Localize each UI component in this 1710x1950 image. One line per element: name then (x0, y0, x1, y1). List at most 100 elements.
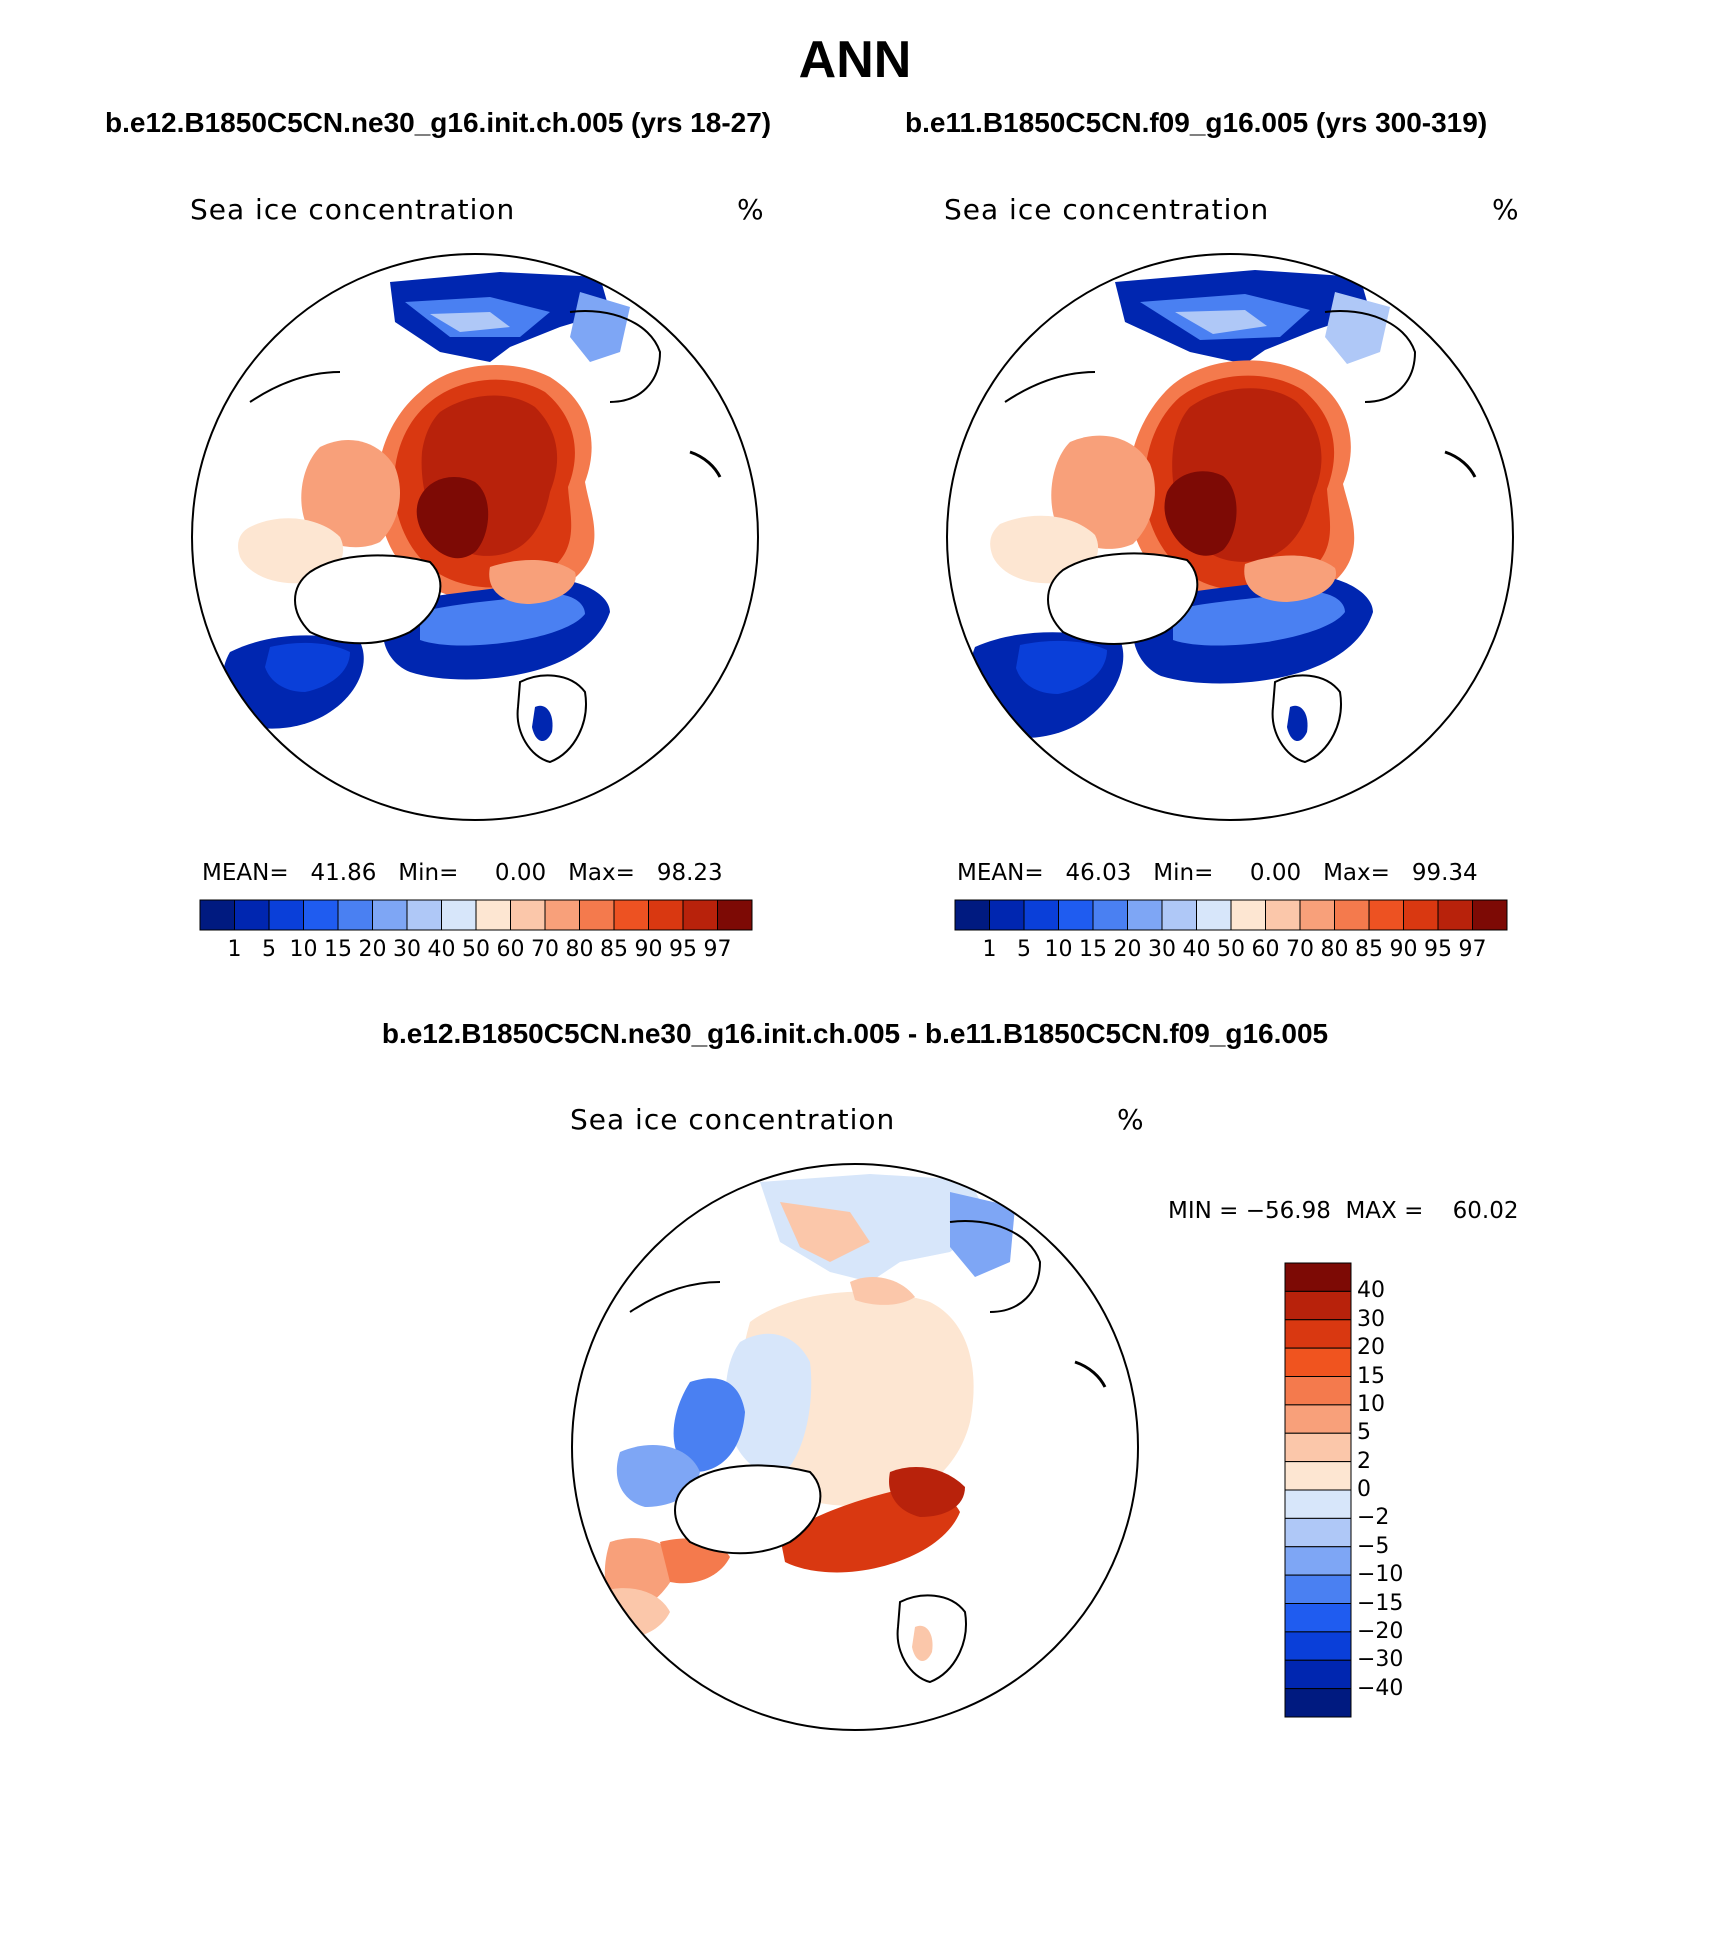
diff-colorbar-tick-label: −2 (1357, 1505, 1390, 1531)
panel2-stats: MEAN= 46.03 Min= 0.00 Max= 99.34 (957, 860, 1478, 886)
diff-colorbar-swatch (1284, 1347, 1352, 1377)
panel1-colorbar-swatch (579, 899, 615, 931)
diff-colorbar-tick-label: −20 (1357, 1618, 1404, 1644)
panel2-colorbar-swatch (989, 899, 1025, 931)
panel2-colorbar-swatch (1368, 899, 1404, 931)
panel1-colorbar-tick-label: 90 (634, 937, 663, 962)
diff-colorbar-swatch (1284, 1631, 1352, 1661)
panel2-colorbar-swatch (1230, 899, 1266, 931)
diff-colorbar-tick-label: −5 (1357, 1533, 1390, 1559)
diff-colorbar-swatch (1284, 1376, 1352, 1406)
diff-colorbar-swatch (1284, 1659, 1352, 1690)
panel2-colorbar-tick-label: 60 (1251, 937, 1280, 962)
diff-colorbar-swatch (1284, 1603, 1352, 1633)
panel1-colorbar-swatch (337, 899, 373, 931)
panel1-colorbar-tick-label: 97 (703, 937, 732, 962)
panel2-colorbar-tick-label: 85 (1355, 937, 1383, 962)
panel1-colorbar-tick-label: 15 (324, 937, 352, 962)
diff-colorbar-swatch (1284, 1432, 1352, 1463)
panel1-colorbar-swatch (406, 899, 442, 931)
panel1-colorbar-swatch (682, 899, 718, 931)
panel2-colorbar-tick-label: 30 (1148, 937, 1176, 962)
panel1-colorbar-swatch (441, 899, 477, 931)
panel1-colorbar-swatch (303, 899, 339, 931)
panel2-colorbar-swatch (1023, 899, 1059, 931)
panel2-colorbar-swatch (1196, 899, 1232, 931)
panel1-colorbar-swatch (234, 899, 270, 931)
diff-colorbar-tick-label: 10 (1357, 1391, 1385, 1417)
panel1-colorbar-tick-label: 70 (531, 937, 559, 962)
diff-colorbar-tick-label: 15 (1357, 1363, 1385, 1389)
panel2-colorbar-swatch (1437, 899, 1473, 931)
diff-polar-map (571, 1163, 1139, 1731)
diff-minmax: MIN = −56.98 MAX = 60.02 (1168, 1198, 1519, 1224)
panel2-colorbar-swatch (1265, 899, 1301, 931)
diff-variable-label: Sea ice concentration (570, 1103, 896, 1136)
diff-case-title: b.e12.B1850C5CN.ne30_g16.init.ch.005 - b… (381, 1018, 1329, 1049)
panel1-colorbar-tick-label: 60 (496, 937, 525, 962)
panel2-colorbar-tick-label: 20 (1113, 937, 1142, 962)
diff-colorbar-swatch (1284, 1461, 1352, 1491)
panel2-colorbar-swatch (1058, 899, 1094, 931)
panel2-colorbar-tick-label: 95 (1424, 937, 1452, 962)
diff-colorbar-swatch (1284, 1290, 1352, 1321)
panel2-colorbar-tick-label: 40 (1182, 937, 1211, 962)
diff-colorbar-swatch (1284, 1574, 1352, 1604)
diff-colorbar-swatch (1284, 1262, 1352, 1292)
panel1-colorbar-tick-label: 80 (565, 937, 594, 962)
diff-colorbar-swatch (1284, 1489, 1352, 1519)
panel1-colorbar-swatch (613, 899, 649, 931)
diff-colorbar-tick-label: −40 (1357, 1675, 1404, 1701)
panel2-colorbar-swatch (954, 899, 990, 931)
diff-colorbar-tick-label: −15 (1357, 1590, 1404, 1616)
panel1-colorbar-tick-label: 40 (427, 937, 456, 962)
panel2-colorbar-tick-label: 50 (1217, 937, 1245, 962)
diff-colorbar (1284, 1262, 1352, 1718)
diff-colorbar-tick-label: 40 (1357, 1278, 1385, 1304)
panel2-case-title: b.e11.B1850C5CN.f09_g16.005 (yrs 300-319… (905, 107, 1488, 138)
panel2-colorbar-swatch (1092, 899, 1128, 931)
diff-colorbar-tick-label: 0 (1357, 1477, 1371, 1502)
panel1-colorbar-swatch (475, 899, 511, 931)
panel1-colorbar-swatch (717, 899, 753, 931)
diff-units-label: % (1117, 1103, 1145, 1136)
panel1-colorbar-tick-label: 20 (358, 937, 387, 962)
diff-colorbar-swatch (1284, 1319, 1352, 1349)
panel2-colorbar-swatch (1127, 899, 1163, 931)
panel2-variable-label: Sea ice concentration (944, 193, 1270, 226)
panel2-colorbar-swatch (1334, 899, 1370, 931)
panel1-colorbar-tick-label: 1 (227, 937, 242, 962)
panel2-colorbar-tick-label: 80 (1320, 937, 1349, 962)
panel1-colorbar-swatch (268, 899, 304, 931)
panel2-colorbar-tick-label: 1 (982, 937, 997, 962)
panel2-colorbar-tick-label: 5 (1017, 937, 1031, 962)
panel1-units-label: % (737, 193, 765, 226)
panel1-colorbar-swatch (510, 899, 546, 931)
panel1-stats: MEAN= 41.86 Min= 0.00 Max= 98.23 (202, 860, 723, 886)
diff-colorbar-tick-label: 20 (1357, 1335, 1385, 1361)
panel1-colorbar-tick-label: 50 (462, 937, 490, 962)
panel2-colorbar-tick-label: 10 (1044, 937, 1073, 962)
panel1-polar-map (191, 253, 759, 821)
panel2-colorbar-swatch (1161, 899, 1197, 931)
diff-colorbar-tick-label: 5 (1357, 1420, 1371, 1446)
panel1-colorbar-tick-label: 95 (669, 937, 697, 962)
panel1-colorbar-swatch (544, 899, 580, 931)
diff-colorbar-tick-label: 2 (1357, 1448, 1371, 1474)
panel1-colorbar (199, 899, 753, 931)
panel2-units-label: % (1492, 193, 1520, 226)
panel2-colorbar-tick-label: 70 (1286, 937, 1314, 962)
panel1-colorbar-tick-label: 30 (393, 937, 421, 962)
diff-colorbar-swatch (1284, 1404, 1352, 1434)
diff-colorbar-swatch (1284, 1546, 1352, 1576)
panel1-colorbar-swatch (199, 899, 235, 931)
panel1-case-title: b.e12.B1850C5CN.ne30_g16.init.ch.005 (yr… (105, 107, 772, 138)
diff-colorbar-tick-label: −30 (1357, 1647, 1404, 1673)
diff-colorbar-tick-label: −10 (1357, 1562, 1404, 1588)
panel1-colorbar-tick-label: 10 (289, 937, 318, 962)
panel1-colorbar-swatch (372, 899, 408, 931)
figure-title: ANN (798, 31, 912, 89)
panel2-colorbar-swatch (1472, 899, 1508, 931)
panel1-variable-label: Sea ice concentration (190, 193, 516, 226)
panel2-colorbar-swatch (1403, 899, 1439, 931)
